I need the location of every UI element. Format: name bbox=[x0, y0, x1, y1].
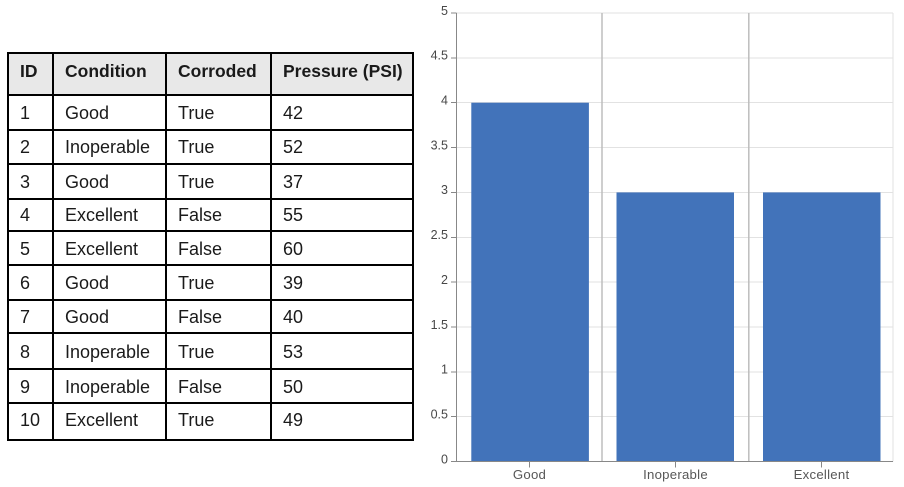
svg-text:1.5: 1.5 bbox=[431, 318, 448, 332]
svg-text:2.5: 2.5 bbox=[431, 228, 448, 242]
svg-text:3.5: 3.5 bbox=[431, 138, 448, 152]
svg-text:Excellent: Excellent bbox=[794, 467, 850, 482]
svg-text:Good: Good bbox=[513, 467, 546, 482]
svg-text:0: 0 bbox=[441, 452, 448, 466]
svg-text:0.5: 0.5 bbox=[431, 407, 448, 421]
svg-text:2: 2 bbox=[441, 273, 448, 287]
svg-text:Inoperable: Inoperable bbox=[643, 467, 708, 482]
svg-text:1: 1 bbox=[441, 363, 448, 377]
svg-text:4: 4 bbox=[441, 94, 448, 108]
svg-text:3: 3 bbox=[441, 183, 448, 197]
svg-text:4.5: 4.5 bbox=[431, 49, 448, 63]
svg-text:5: 5 bbox=[441, 4, 448, 18]
